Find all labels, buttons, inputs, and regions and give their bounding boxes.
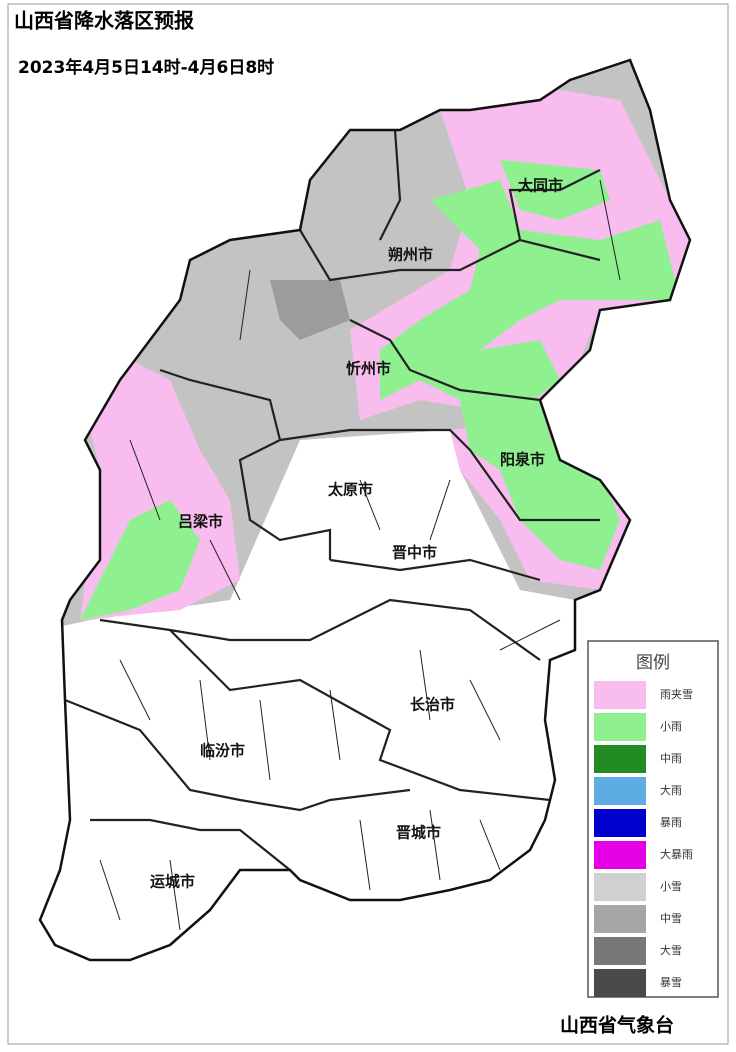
legend-swatch — [594, 777, 646, 805]
legend-label: 雨夹雪 — [660, 688, 693, 701]
legend-swatch — [594, 937, 646, 965]
legend-swatch — [594, 969, 646, 997]
rain-area — [460, 400, 620, 570]
legend-swatch — [594, 713, 646, 741]
title: 山西省降水落区预报 — [14, 9, 194, 33]
legend-label: 暴雨 — [660, 816, 682, 829]
city-label: 运城市 — [150, 873, 195, 891]
city-label: 太原市 — [328, 481, 373, 499]
legend-label: 小雨 — [660, 720, 682, 733]
legend-label: 小雪 — [660, 880, 682, 893]
rain-area — [80, 500, 200, 620]
city-label: 吕梁市 — [178, 513, 223, 531]
city-label: 晋城市 — [396, 824, 441, 842]
legend-swatch — [594, 681, 646, 709]
city-label: 晋中市 — [392, 544, 437, 562]
city-label: 大同市 — [518, 177, 563, 195]
city-label: 阳泉市 — [500, 451, 545, 469]
legend-label: 大雪 — [660, 943, 682, 957]
frame — [7, 3, 729, 1045]
legend-label: 大雨 — [660, 783, 682, 797]
snow-area-heavy — [270, 280, 350, 340]
subtitle: 2023年4月5日14时-4月6日8时 — [18, 57, 274, 78]
legend-label: 中雨 — [660, 752, 682, 765]
city-label: 朔州市 — [388, 246, 433, 264]
legend-swatch — [594, 905, 646, 933]
legend-swatch — [594, 745, 646, 773]
city-label: 临汾市 — [200, 742, 245, 760]
rain-area — [380, 180, 680, 410]
legend-label: 中雪 — [660, 912, 682, 925]
legend-swatch — [594, 841, 646, 869]
city-label: 忻州市 — [346, 360, 391, 378]
legend-label: 暴雪 — [660, 976, 682, 989]
city-label: 长治市 — [410, 696, 455, 714]
legend-label: 大暴雨 — [660, 847, 693, 861]
legend-swatch — [594, 873, 646, 901]
footer: 山西省气象台 — [560, 1014, 674, 1037]
legend-swatch — [594, 809, 646, 837]
province-outline — [38, 58, 692, 962]
boundaries — [64, 129, 621, 931]
legend-title: 图例 — [636, 653, 670, 673]
